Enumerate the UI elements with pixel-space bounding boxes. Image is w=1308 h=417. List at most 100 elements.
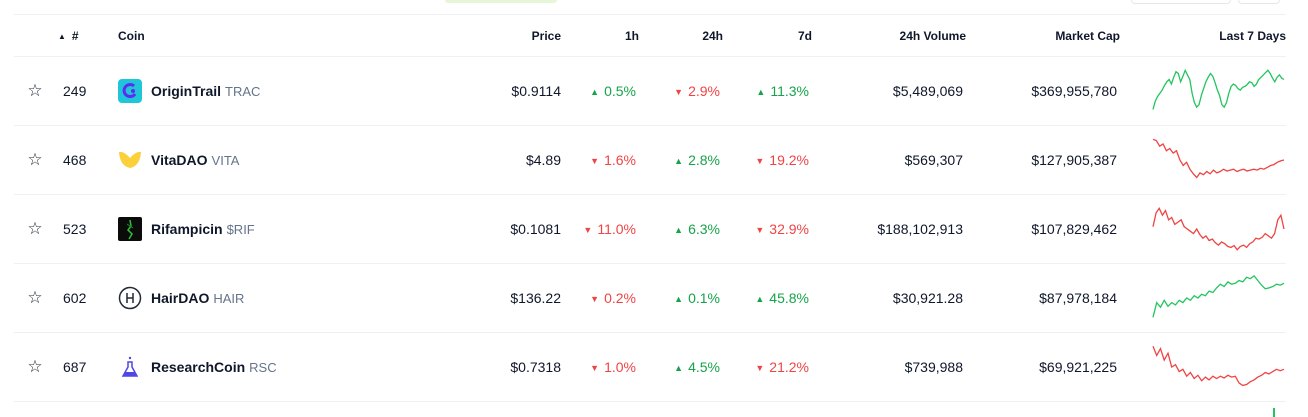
origintrail-logo-icon <box>118 79 142 103</box>
change-1h: ▼ 1.6% <box>590 152 636 168</box>
researchcoin-flask-logo-icon <box>118 355 142 379</box>
volume-cell: $5,489,069 <box>892 83 963 99</box>
up-triangle-icon: ▲ <box>674 363 684 373</box>
partial-next-row-sparkline <box>1273 408 1275 417</box>
header-24h[interactable]: 24h <box>702 28 723 43</box>
up-triangle-icon: ▲ <box>674 294 684 304</box>
coin-table: ▲ # Coin Price 1h 24h 7d 24h Volume Marke… <box>14 14 1286 402</box>
partial-dropdown[interactable] <box>1131 0 1231 4</box>
up-triangle-icon: ▲ <box>674 156 684 166</box>
volume-cell: $739,988 <box>904 359 963 375</box>
sparkline-path <box>1152 206 1285 251</box>
sparkline <box>1120 195 1286 264</box>
star-icon[interactable]: ☆ <box>27 288 43 307</box>
market-cap-cell: $369,955,780 <box>1031 83 1117 99</box>
table-row[interactable]: ☆ 687 ResearchCoin RSC $0.7318 ▼ 1.0% ▲ 4.… <box>14 333 1286 402</box>
coin-link[interactable]: VitaDAO VITA <box>118 148 448 172</box>
table-row[interactable]: ☆ 468 VitaDAO VITA $4.89 ▼ 1.6% ▲ 2.8% ▼ 19… <box>14 126 1286 195</box>
change-24h: ▲ 6.3% <box>674 221 720 237</box>
coin-symbol: $RIF <box>226 221 255 237</box>
market-cap-cell: $107,829,462 <box>1031 221 1117 237</box>
change-1h: ▼ 11.0% <box>583 221 636 237</box>
sparkline-path <box>1152 138 1285 179</box>
change-1h: ▼ 0.2% <box>590 290 636 306</box>
up-triangle-icon: ▲ <box>674 225 684 235</box>
star-icon[interactable]: ☆ <box>27 81 43 100</box>
table-row[interactable]: ☆ 602 HairDAO HAIR $136.22 ▼ 0.2% ▲ 0.1% ▲… <box>14 264 1286 333</box>
partial-green-button[interactable] <box>445 0 557 3</box>
price-cell: $0.9114 <box>511 83 561 99</box>
star-icon[interactable]: ☆ <box>27 357 43 376</box>
coin-name: ResearchCoin <box>151 359 246 375</box>
market-cap-cell: $69,921,225 <box>1039 359 1117 375</box>
coin-link[interactable]: OriginTrail TRAC <box>118 79 448 103</box>
down-triangle-icon: ▼ <box>755 363 765 373</box>
change-1h: ▲ 0.5% <box>590 83 636 99</box>
change-7d: ▼ 19.2% <box>755 152 809 168</box>
partial-button[interactable] <box>1238 0 1280 4</box>
rank-cell: 687 <box>63 359 87 375</box>
change-7d: ▲ 11.3% <box>756 83 809 99</box>
price-cell: $4.89 <box>525 152 561 168</box>
header-market-cap[interactable]: Market Cap <box>1055 28 1120 43</box>
sparkline <box>1120 264 1286 333</box>
header-7d[interactable]: 7d <box>797 28 812 43</box>
market-cap-cell: $87,978,184 <box>1039 290 1117 306</box>
volume-cell: $30,921.28 <box>892 290 963 306</box>
down-triangle-icon: ▼ <box>590 363 600 373</box>
header-coin[interactable]: Coin <box>118 28 145 43</box>
header-1h[interactable]: 1h <box>624 28 639 43</box>
coin-name: Rifampicin <box>151 221 223 237</box>
coin-symbol: TRAC <box>225 83 261 99</box>
sparkline <box>1120 57 1286 126</box>
sparkline-path <box>1152 68 1285 110</box>
down-triangle-icon: ▼ <box>674 87 684 97</box>
hairdao-logo-icon <box>118 286 142 310</box>
change-7d: ▼ 21.2% <box>755 359 809 375</box>
table-header-row: ▲ # Coin Price 1h 24h 7d 24h Volume Marke… <box>14 14 1286 57</box>
up-triangle-icon: ▲ <box>590 87 600 97</box>
coin-name: HairDAO <box>151 290 210 306</box>
star-icon[interactable]: ☆ <box>27 219 43 238</box>
rank-cell: 523 <box>63 221 87 237</box>
change-24h: ▲ 4.5% <box>674 359 720 375</box>
volume-cell: $569,307 <box>904 152 963 168</box>
coin-name: OriginTrail <box>151 83 222 99</box>
coin-link[interactable]: ResearchCoin RSC <box>118 355 448 379</box>
change-24h: ▲ 0.1% <box>674 290 720 306</box>
header-rank[interactable]: ▲ # <box>58 28 79 43</box>
down-triangle-icon: ▼ <box>583 225 593 235</box>
header-volume[interactable]: 24h Volume <box>899 28 966 43</box>
change-24h: ▼ 2.9% <box>674 83 720 99</box>
header-price[interactable]: Price <box>531 28 561 43</box>
table-row[interactable]: ☆ 523 Rifampicin $RIF $0.1081 ▼ 11.0% ▲ 6.… <box>14 195 1286 264</box>
star-icon[interactable]: ☆ <box>27 150 43 169</box>
down-triangle-icon: ▼ <box>590 156 600 166</box>
table-row[interactable]: ☆ 249 OriginTrail TRAC $0.9114 ▲ 0.5% ▼ 2.… <box>14 57 1286 126</box>
price-cell: $0.1081 <box>510 221 561 237</box>
change-24h: ▲ 2.8% <box>674 152 720 168</box>
down-triangle-icon: ▼ <box>755 156 765 166</box>
change-7d: ▼ 32.9% <box>755 221 809 237</box>
header-last-7-days: Last 7 Days <box>1219 28 1286 43</box>
down-triangle-icon: ▼ <box>590 294 600 304</box>
up-triangle-icon: ▲ <box>755 294 765 304</box>
coin-symbol: VITA <box>211 152 240 168</box>
coin-link[interactable]: HairDAO HAIR <box>118 286 448 310</box>
down-triangle-icon: ▼ <box>755 225 765 235</box>
sort-up-triangle-icon[interactable]: ▲ <box>58 31 66 41</box>
sparkline-path <box>1152 346 1285 387</box>
sparkline-path <box>1152 275 1285 318</box>
coin-symbol: RSC <box>249 359 277 375</box>
rank-cell: 602 <box>63 290 87 306</box>
coin-link[interactable]: Rifampicin $RIF <box>118 217 448 241</box>
sparkline <box>1120 333 1286 402</box>
coin-symbol: HAIR <box>213 290 245 306</box>
up-triangle-icon: ▲ <box>756 87 766 97</box>
coin-name: VitaDAO <box>151 152 208 168</box>
market-cap-cell: $127,905,387 <box>1031 152 1117 168</box>
price-cell: $136.22 <box>510 290 561 306</box>
change-1h: ▼ 1.0% <box>590 359 636 375</box>
change-7d: ▲ 45.8% <box>755 290 809 306</box>
partial-top-controls <box>0 0 1308 14</box>
